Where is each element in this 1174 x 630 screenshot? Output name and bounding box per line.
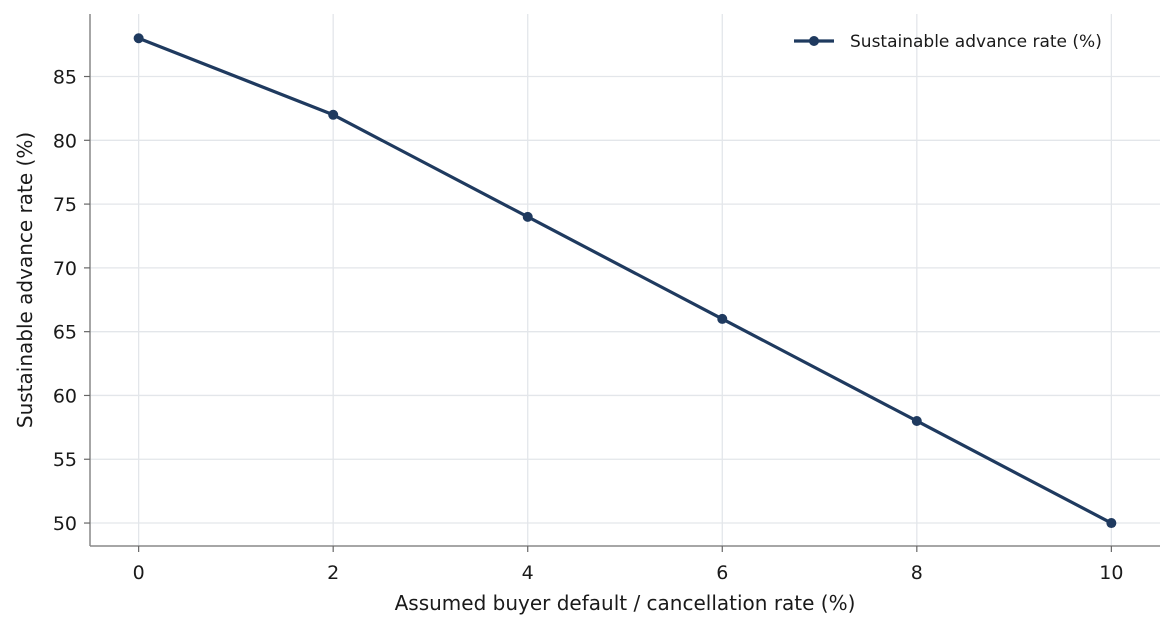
legend: Sustainable advance rate (%) (794, 32, 1102, 52)
x-tick-label: 10 (1099, 562, 1123, 584)
x-tick-label: 2 (327, 562, 339, 584)
data-point (717, 313, 728, 324)
x-tick-label: 8 (911, 562, 923, 584)
x-axis-title: Assumed buyer default / cancellation rat… (395, 591, 856, 615)
data-point (911, 415, 922, 426)
legend-label: Sustainable advance rate (%) (850, 32, 1102, 52)
y-tick-label: 50 (53, 513, 77, 535)
y-tick-label: 55 (53, 449, 77, 471)
series-layer (133, 33, 1117, 529)
data-point (522, 211, 533, 222)
data-point (1106, 518, 1117, 529)
y-tick-label: 80 (53, 130, 77, 152)
y-axis-title: Sustainable advance rate (%) (13, 132, 37, 428)
x-tick-label: 4 (522, 562, 534, 584)
axes (89, 14, 1160, 547)
y-tick-label: 70 (53, 258, 77, 280)
tick-labels: 0 2 4 6 8 10 50 55 60 65 70 75 80 85 (53, 67, 1124, 584)
y-tick-label: 85 (53, 67, 77, 89)
data-point (328, 109, 339, 120)
series-line (137, 36, 1113, 525)
gridlines (90, 14, 1160, 546)
x-tick-label: 6 (716, 562, 728, 584)
y-tick-label: 75 (53, 194, 77, 216)
y-tick-label: 65 (53, 322, 77, 344)
x-tick-label: 0 (133, 562, 145, 584)
legend-marker-swatch (809, 36, 819, 46)
data-point (133, 33, 144, 44)
y-tick-label: 60 (53, 385, 77, 407)
